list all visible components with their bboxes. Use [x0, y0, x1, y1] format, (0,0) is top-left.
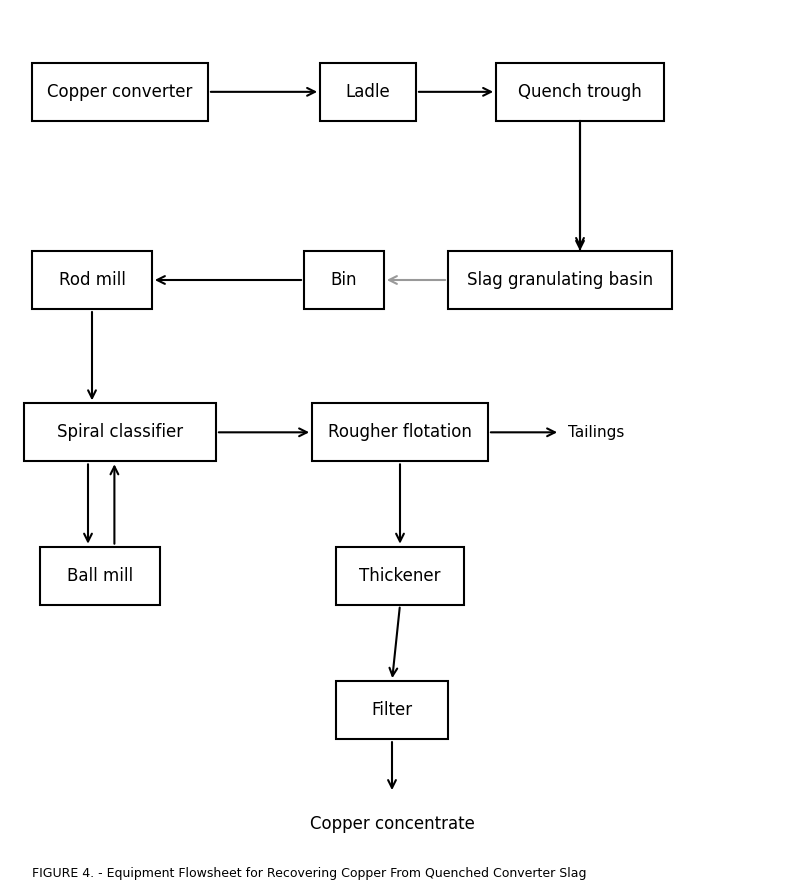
FancyBboxPatch shape [448, 251, 672, 309]
Text: Rod mill: Rod mill [58, 271, 126, 289]
Text: Tailings: Tailings [568, 425, 624, 440]
Text: Thickener: Thickener [359, 566, 441, 585]
Text: Bin: Bin [330, 271, 358, 289]
FancyBboxPatch shape [32, 63, 208, 121]
Text: Ladle: Ladle [346, 82, 390, 101]
FancyBboxPatch shape [336, 547, 464, 605]
Text: Slag granulating basin: Slag granulating basin [467, 271, 653, 289]
FancyBboxPatch shape [40, 547, 160, 605]
Text: Filter: Filter [371, 701, 413, 719]
Text: Copper converter: Copper converter [47, 82, 193, 101]
FancyBboxPatch shape [24, 403, 216, 461]
Text: FIGURE 4. - Equipment Flowsheet for Recovering Copper From Quenched Converter Sl: FIGURE 4. - Equipment Flowsheet for Reco… [32, 866, 586, 880]
Text: Ball mill: Ball mill [67, 566, 133, 585]
Text: Spiral classifier: Spiral classifier [57, 423, 183, 442]
Text: Rougher flotation: Rougher flotation [328, 423, 472, 442]
FancyBboxPatch shape [496, 63, 664, 121]
FancyBboxPatch shape [320, 63, 416, 121]
FancyBboxPatch shape [336, 681, 448, 739]
Text: Quench trough: Quench trough [518, 82, 642, 101]
Text: Copper concentrate: Copper concentrate [310, 815, 474, 833]
FancyBboxPatch shape [312, 403, 488, 461]
FancyBboxPatch shape [304, 251, 384, 309]
FancyBboxPatch shape [32, 251, 152, 309]
